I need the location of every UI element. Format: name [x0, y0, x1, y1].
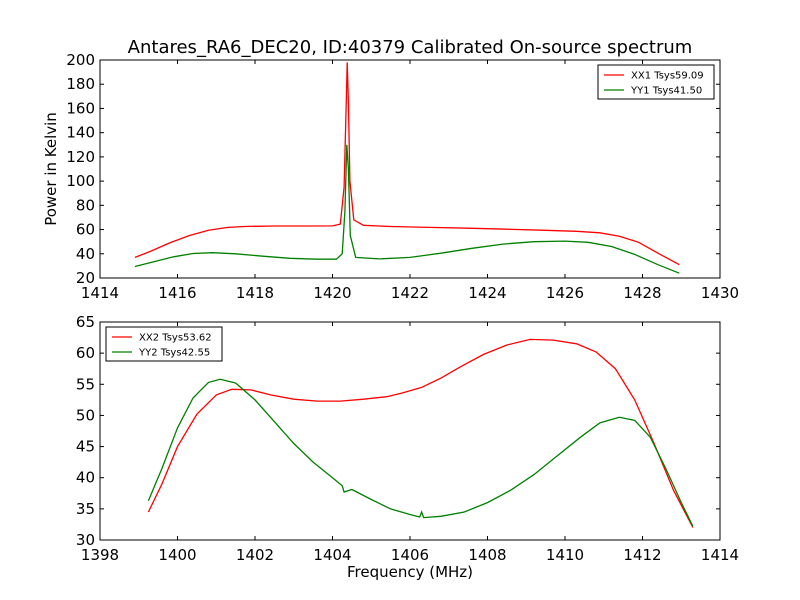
x-tick-label: 1408 — [468, 546, 506, 564]
legend-box — [105, 326, 223, 362]
y-tick-label: 140 — [66, 124, 95, 142]
x-tick-label: 1414 — [81, 284, 119, 302]
x-tick-label: 1404 — [313, 546, 351, 564]
y-tick-label: 100 — [66, 172, 95, 190]
y-tick-label: 80 — [76, 196, 95, 214]
legend-label: YY1 Tsys41.50 — [630, 86, 702, 97]
y-tick-label: 55 — [76, 375, 95, 393]
x-tick-label: 1414 — [701, 546, 739, 564]
bottom-spectrum-plot: 1398 1400 1402 1404 1406 1408 1410 1412 1414 30 35… — [76, 313, 739, 581]
y-tick-label: 160 — [66, 99, 95, 117]
x-tick-label: 1402 — [236, 546, 274, 564]
y-tick-label: 60 — [76, 221, 95, 239]
y-tick-label: 180 — [66, 75, 95, 93]
x-tick-label: 1424 — [468, 284, 506, 302]
y-tick-label: 20 — [76, 269, 95, 287]
series-line-2 — [147, 378, 694, 527]
y-tick-label: 50 — [76, 406, 95, 424]
x-tick-label: 1400 — [158, 546, 196, 564]
top-spectrum-plot: 1414 1416 1418 1420 1422 1424 1426 1428 1430 20 40… — [42, 51, 739, 302]
x-tick-label: 1422 — [391, 284, 429, 302]
x-tick-label: 1426 — [546, 284, 584, 302]
y-tick-label: 200 — [66, 51, 95, 69]
y-axis-label: Power in Kelvin — [42, 112, 60, 226]
legend-label: YY2 Tsys42.55 — [138, 348, 210, 359]
x-tick-label: 1420 — [313, 284, 351, 302]
x-tick-label: 1428 — [623, 284, 661, 302]
y-tick-label: 35 — [76, 500, 95, 518]
y-tick-label: 40 — [76, 245, 95, 263]
y-tick-label: 30 — [76, 531, 95, 549]
y-tick-label: 45 — [76, 438, 95, 456]
y-tick-label: 40 — [76, 469, 95, 487]
legend-box — [597, 64, 715, 100]
y-tick-label: 60 — [76, 344, 95, 362]
x-tick-label: 1410 — [546, 546, 584, 564]
series-line-1 — [147, 338, 694, 528]
x-tick-label: 1412 — [623, 546, 661, 564]
series-line-1 — [134, 62, 680, 266]
figure-title: Antares_RA6_DEC20, ID:40379 Calibrated O… — [128, 37, 693, 58]
x-tick-label: 1416 — [158, 284, 196, 302]
x-axis-label: Frequency (MHz) — [347, 563, 473, 581]
x-tick-label: 1430 — [701, 284, 739, 302]
legend-label: XX2 Tsys53.62 — [139, 333, 212, 344]
y-tick-label: 65 — [76, 313, 95, 331]
y-tick-label: 120 — [66, 148, 95, 166]
legend-label: XX1 Tsys59.09 — [631, 71, 704, 82]
x-tick-label: 1406 — [391, 546, 429, 564]
x-tick-label: 1418 — [236, 284, 274, 302]
series-line-2 — [134, 144, 680, 274]
x-tick-label: 1398 — [81, 546, 119, 564]
